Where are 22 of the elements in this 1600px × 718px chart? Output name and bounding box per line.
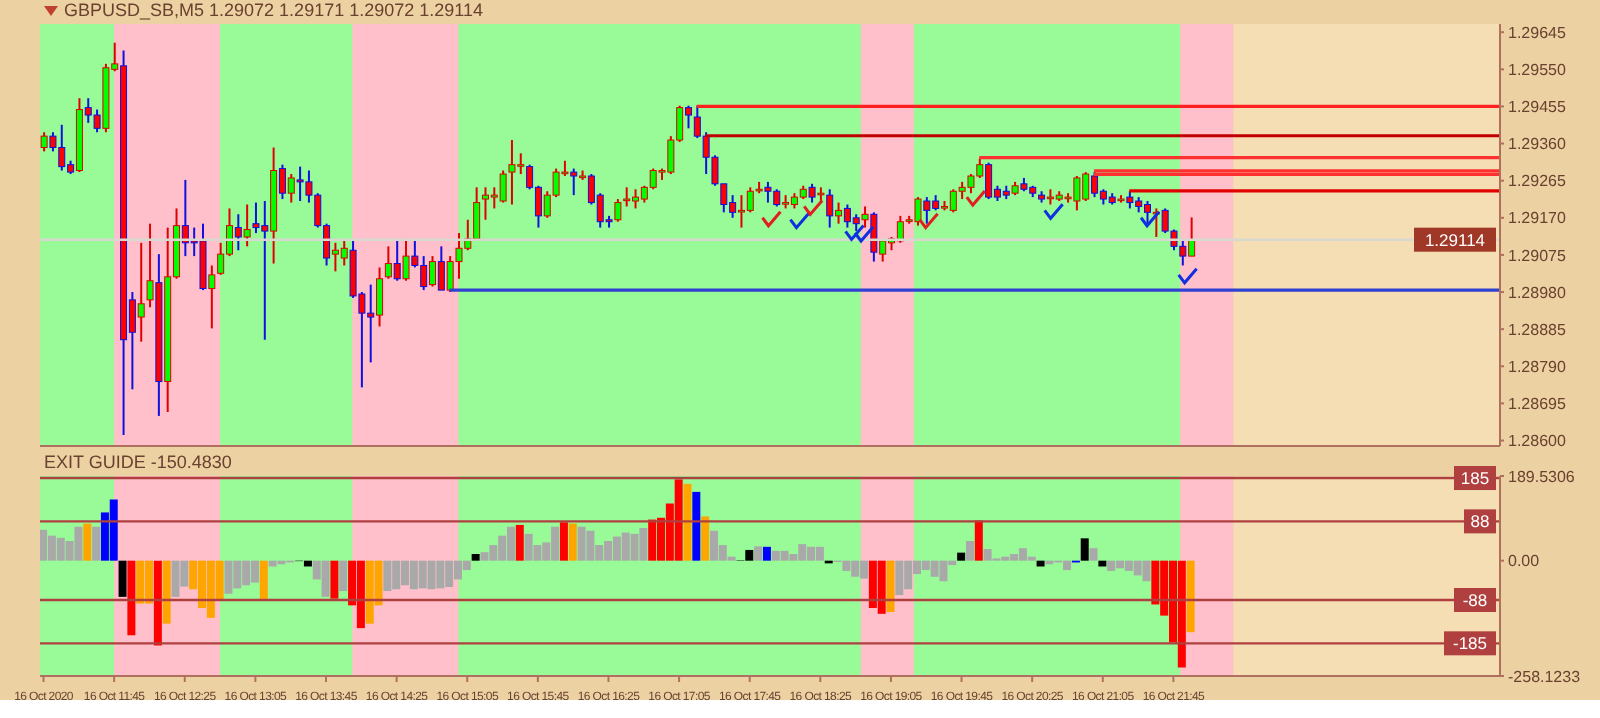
y-tick-label: 0.00 [1508, 552, 1541, 571]
y-tick-label: 1.28695 [1508, 395, 1567, 414]
chart-title: EXIT GUIDE -150.4830 [44, 452, 232, 472]
y-tick-label: 1.28600 [1508, 432, 1567, 451]
y-tick-label: 1.28980 [1508, 283, 1567, 302]
ref-line-label: -185 [1452, 633, 1488, 654]
y-tick-label: 1.29550 [1508, 61, 1567, 80]
y-tick-label: 1.29645 [1508, 23, 1567, 42]
ref-line-label: 185 [1460, 468, 1490, 489]
ref-line-label: 1.29114 [1424, 229, 1486, 250]
y-tick-label: 1.29075 [1508, 246, 1567, 265]
y-tick-label: 1.28790 [1508, 357, 1567, 376]
ref-line-label: -88 [1462, 589, 1488, 610]
y-tick-label: 1.29455 [1508, 98, 1567, 117]
chart-title: GBPUSD_SB,M5 1.29072 1.29171 1.29072 1.29114 [64, 0, 483, 20]
y-tick-label: -258.1233 [1508, 667, 1582, 686]
y-tick-label: 1.29170 [1508, 209, 1567, 228]
y-tick-label: 1.28885 [1508, 320, 1567, 339]
y-tick-label: 1.29360 [1508, 135, 1567, 154]
y-tick-label: 189.5306 [1508, 467, 1576, 486]
ref-line-label: 88 [1470, 511, 1490, 532]
y-tick-label: 1.29265 [1508, 172, 1567, 191]
